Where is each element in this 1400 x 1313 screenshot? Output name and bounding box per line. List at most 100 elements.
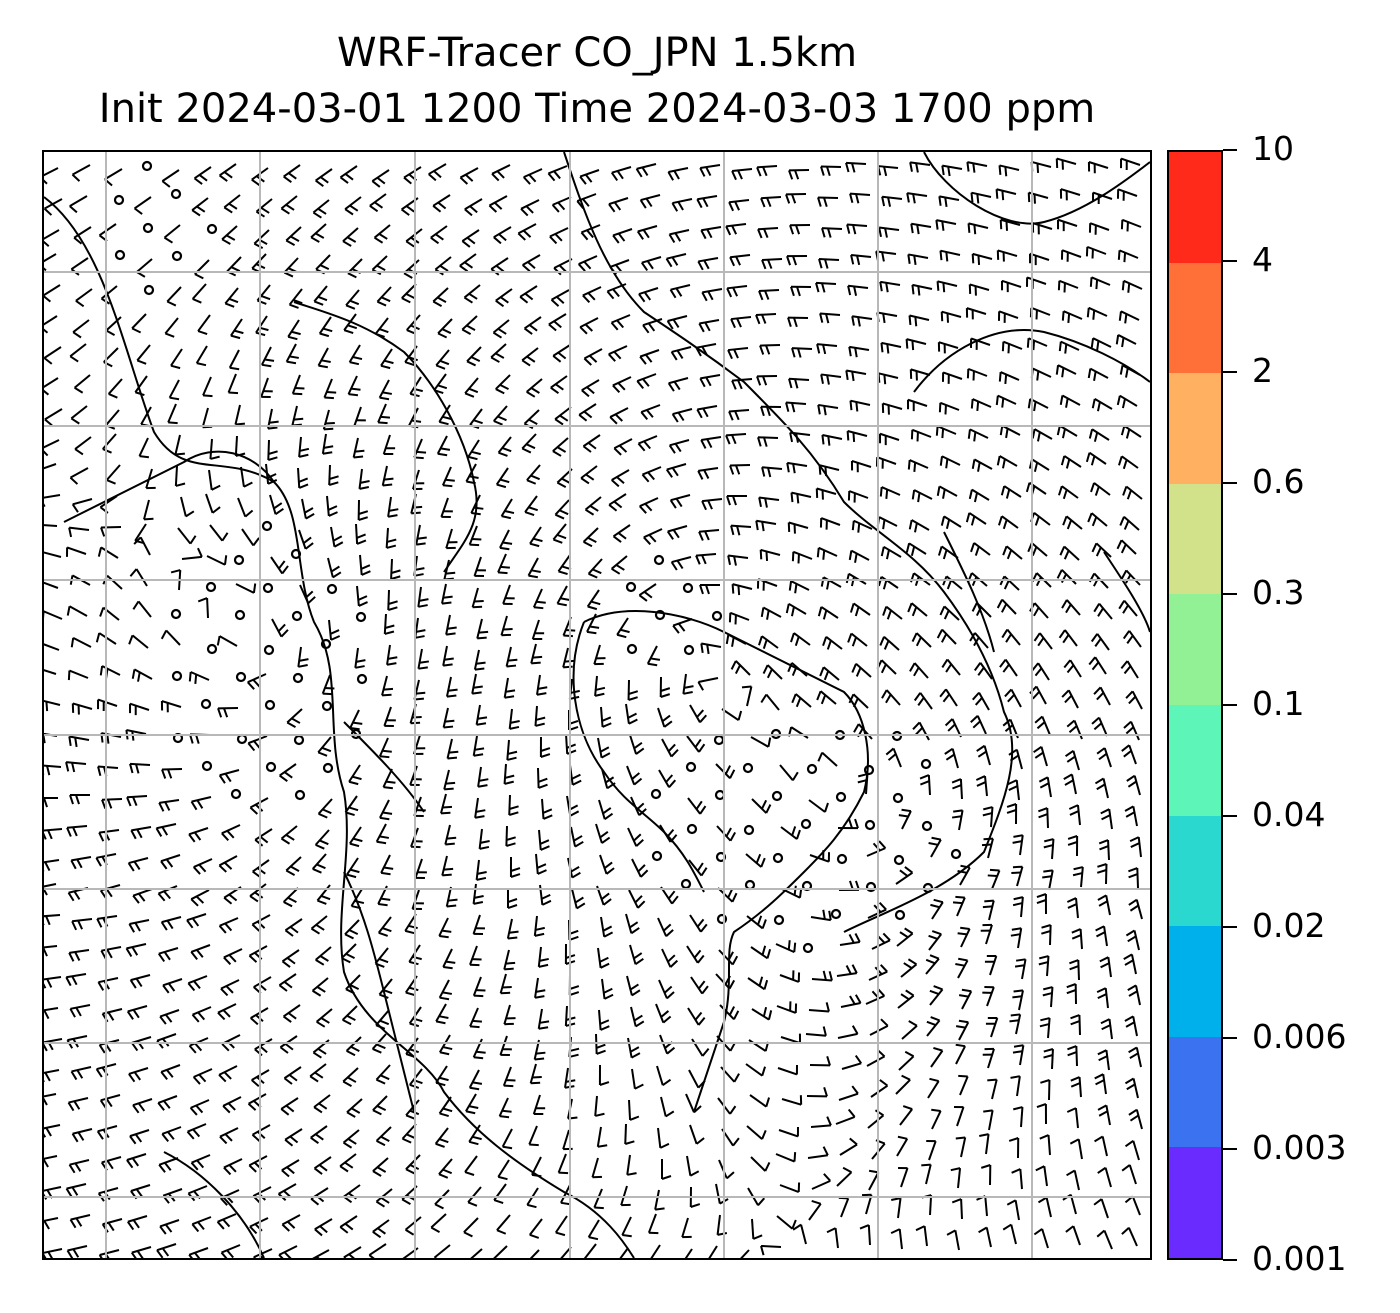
wind-barb (339, 1153, 357, 1173)
wind-barb (1002, 1223, 1017, 1245)
calm-wind-circle (291, 610, 303, 622)
wind-barb (896, 1135, 909, 1157)
wind-barb (375, 823, 390, 845)
wind-barb (658, 769, 677, 788)
wind-barb (785, 401, 807, 413)
calm-wind-circle (263, 644, 275, 656)
wind-barb (584, 496, 602, 516)
wind-barb (570, 826, 584, 848)
calm-wind-circle (293, 734, 305, 746)
wind-barb (499, 529, 513, 551)
wind-barb (751, 798, 772, 814)
wind-barb (475, 859, 487, 881)
wind-barb (379, 799, 393, 821)
colorbar-tick (1223, 1037, 1237, 1039)
wind-barb (339, 1215, 358, 1234)
wind-barb (381, 675, 394, 697)
wind-barb (789, 224, 811, 235)
wind-barb (817, 196, 839, 208)
wind-barb (951, 809, 964, 831)
wind-barb (44, 699, 61, 712)
wind-barb (906, 398, 928, 412)
wind-barb (730, 316, 752, 329)
wind-barb (433, 1244, 451, 1258)
wind-barb (442, 948, 456, 970)
wind-barb (529, 1063, 542, 1085)
wind-barb (909, 662, 929, 679)
wind-barb (987, 1078, 998, 1100)
wind-barb (1057, 279, 1079, 293)
wind-barb (321, 674, 335, 696)
wind-barb (995, 394, 1017, 408)
calm-wind-circle (892, 792, 904, 804)
wind-barb (726, 495, 748, 506)
wind-barb (438, 917, 452, 939)
wind-barb (985, 1017, 999, 1038)
wind-barb (976, 1195, 988, 1217)
wind-barb (310, 223, 327, 243)
wind-barb (668, 439, 690, 454)
wind-barb (102, 433, 117, 454)
wind-barb (291, 374, 305, 396)
wind-barb (403, 259, 420, 279)
wind-barb (897, 989, 915, 1009)
wind-barb (342, 227, 359, 247)
wind-barb (430, 225, 448, 245)
wind-barb (598, 799, 614, 820)
wind-barb (1095, 925, 1108, 947)
wind-barb (234, 404, 246, 426)
wind-barb (998, 371, 1020, 384)
wind-barb (209, 438, 220, 460)
wind-barb (660, 1158, 672, 1180)
wind-barb (44, 167, 59, 185)
wind-barb (629, 944, 644, 966)
wind-barb (554, 499, 570, 520)
wind-barb (597, 737, 611, 759)
wind-barb (1001, 628, 1021, 646)
wind-barb (718, 1159, 735, 1180)
wind-barb (133, 536, 151, 556)
wind-barb (344, 795, 359, 817)
wind-barb (1027, 398, 1049, 412)
wind-barb (921, 1163, 932, 1185)
wind-barb (958, 1074, 969, 1096)
wind-barb (580, 465, 598, 485)
wind-barb (907, 253, 929, 266)
wind-barb (190, 944, 211, 960)
wind-barb (1008, 1137, 1020, 1159)
wind-barb (374, 317, 389, 338)
calm-wind-circle (356, 673, 368, 685)
colorbar-tick-label: 0.003 (1252, 1128, 1347, 1167)
wind-barb (655, 1003, 672, 1024)
wind-barb (999, 424, 1021, 439)
wind-barb (527, 557, 541, 579)
wind-barb (69, 794, 91, 805)
colorbar-tick-label: 2 (1252, 351, 1273, 390)
wind-barb (313, 1156, 332, 1175)
wind-barb (758, 635, 779, 650)
wind-barb (817, 403, 839, 416)
wind-barb (807, 1146, 829, 1159)
calm-wind-circle (800, 818, 812, 830)
wind-barb (1120, 425, 1142, 439)
wind-barb (378, 379, 392, 401)
wind-barb (260, 377, 273, 399)
wind-barb (670, 346, 692, 361)
wind-barb (1123, 720, 1140, 741)
wind-barb (850, 254, 872, 266)
wind-barb (44, 198, 63, 216)
wind-barb (870, 1079, 889, 1098)
wind-barb (471, 673, 483, 695)
wind-barb (1055, 157, 1077, 170)
wind-barb (1066, 1169, 1080, 1191)
wind-barb (687, 797, 707, 815)
wind-barb (1030, 367, 1052, 381)
wind-barb (130, 826, 152, 840)
wind-barb (341, 943, 357, 964)
wind-barb (1127, 984, 1141, 1006)
wind-barb (234, 435, 246, 457)
wind-barb (524, 495, 538, 516)
wind-barb (881, 689, 901, 706)
wind-barb (999, 658, 1018, 677)
wind-barb (685, 1093, 702, 1114)
